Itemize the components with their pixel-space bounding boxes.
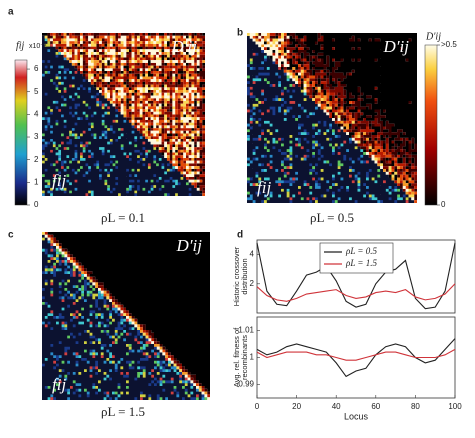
heatmap-texture	[44, 234, 210, 400]
heatmap-texture	[56, 240, 210, 395]
heatmap-texture	[249, 33, 415, 201]
heatmap-texture	[50, 234, 205, 389]
panel-label: b	[237, 28, 243, 39]
y-tick-label: 1.01	[238, 326, 254, 335]
plot-frame	[256, 239, 456, 314]
x-tick-label: 100	[448, 402, 462, 411]
y-axis-label: distribution	[240, 258, 249, 294]
legend-box	[319, 242, 394, 274]
colorbar-multiplier: x10⁻³	[29, 43, 47, 50]
heatmap-texture	[50, 33, 206, 188]
caption: ρL = 0.1	[101, 210, 145, 225]
annotation: fij	[257, 178, 271, 197]
heatmap-texture	[264, 33, 417, 186]
colorbar-tick-label: >0.5	[441, 40, 457, 49]
annotation: fij	[52, 171, 66, 190]
colorbar-label: D′ij	[425, 31, 441, 42]
legend-label: ρL = 1.5	[345, 258, 377, 268]
y-tick-label: 2	[250, 279, 255, 288]
colorbar-tick-label: 5	[34, 87, 39, 96]
colorbar-tick-label: 1	[34, 177, 39, 186]
x-axis-label: Locus	[344, 411, 369, 421]
heatmap-texture	[44, 232, 210, 398]
heatmap-texture	[42, 248, 208, 400]
y-tick-label: 0.99	[238, 380, 254, 389]
x-tick-label: 20	[292, 402, 301, 411]
series-line	[256, 283, 456, 302]
y-axis-label: Avg. rel. fitness of	[232, 327, 241, 387]
y-tick-label: 4	[250, 250, 255, 259]
annotation: D′ij	[383, 37, 410, 56]
y-axis-label: Historic crossover	[232, 246, 241, 306]
caption: ρL = 1.5	[101, 404, 145, 419]
caption: ρL = 0.5	[310, 210, 354, 225]
legend-label: ρL = 0.5	[345, 246, 377, 256]
heatmap-texture	[50, 240, 208, 395]
colorbar-tick-label: 4	[34, 109, 39, 118]
colorbar-tick-label: 6	[34, 64, 39, 73]
colorbar-label: fij	[16, 40, 25, 51]
heatmap-texture	[247, 50, 406, 203]
colorbar	[424, 44, 438, 206]
heatmap-texture	[50, 35, 200, 191]
heatmap-texture	[255, 33, 415, 195]
x-tick-label: 0	[255, 402, 260, 411]
colorbar-tick-label: 0	[441, 200, 446, 209]
heatmap-texture	[247, 61, 400, 203]
heatmap-texture	[258, 33, 417, 201]
panel-label: a	[8, 7, 14, 18]
colorbar	[14, 59, 28, 206]
x-tick-label: 80	[411, 402, 420, 411]
panel-label: d	[237, 230, 243, 241]
x-tick-label: 40	[332, 402, 341, 411]
heatmap-texture	[47, 232, 210, 392]
colorbar-tick-label: 2	[34, 155, 39, 164]
annotation: D′ij	[176, 236, 203, 255]
panel-label: c	[8, 230, 14, 241]
series-line	[256, 338, 456, 378]
colorbar-tick-label: 3	[34, 132, 39, 141]
annotation: fij	[52, 375, 66, 394]
y-axis-label: recombinants	[240, 335, 249, 380]
x-tick-label: 60	[371, 402, 380, 411]
y-tick-label: 1	[250, 353, 255, 362]
series-line	[256, 348, 456, 361]
colorbar-tick-label: 0	[34, 200, 39, 209]
heatmap-texture	[55, 33, 205, 194]
heatmap-texture	[47, 33, 206, 191]
annotation: D′ij	[171, 37, 198, 56]
